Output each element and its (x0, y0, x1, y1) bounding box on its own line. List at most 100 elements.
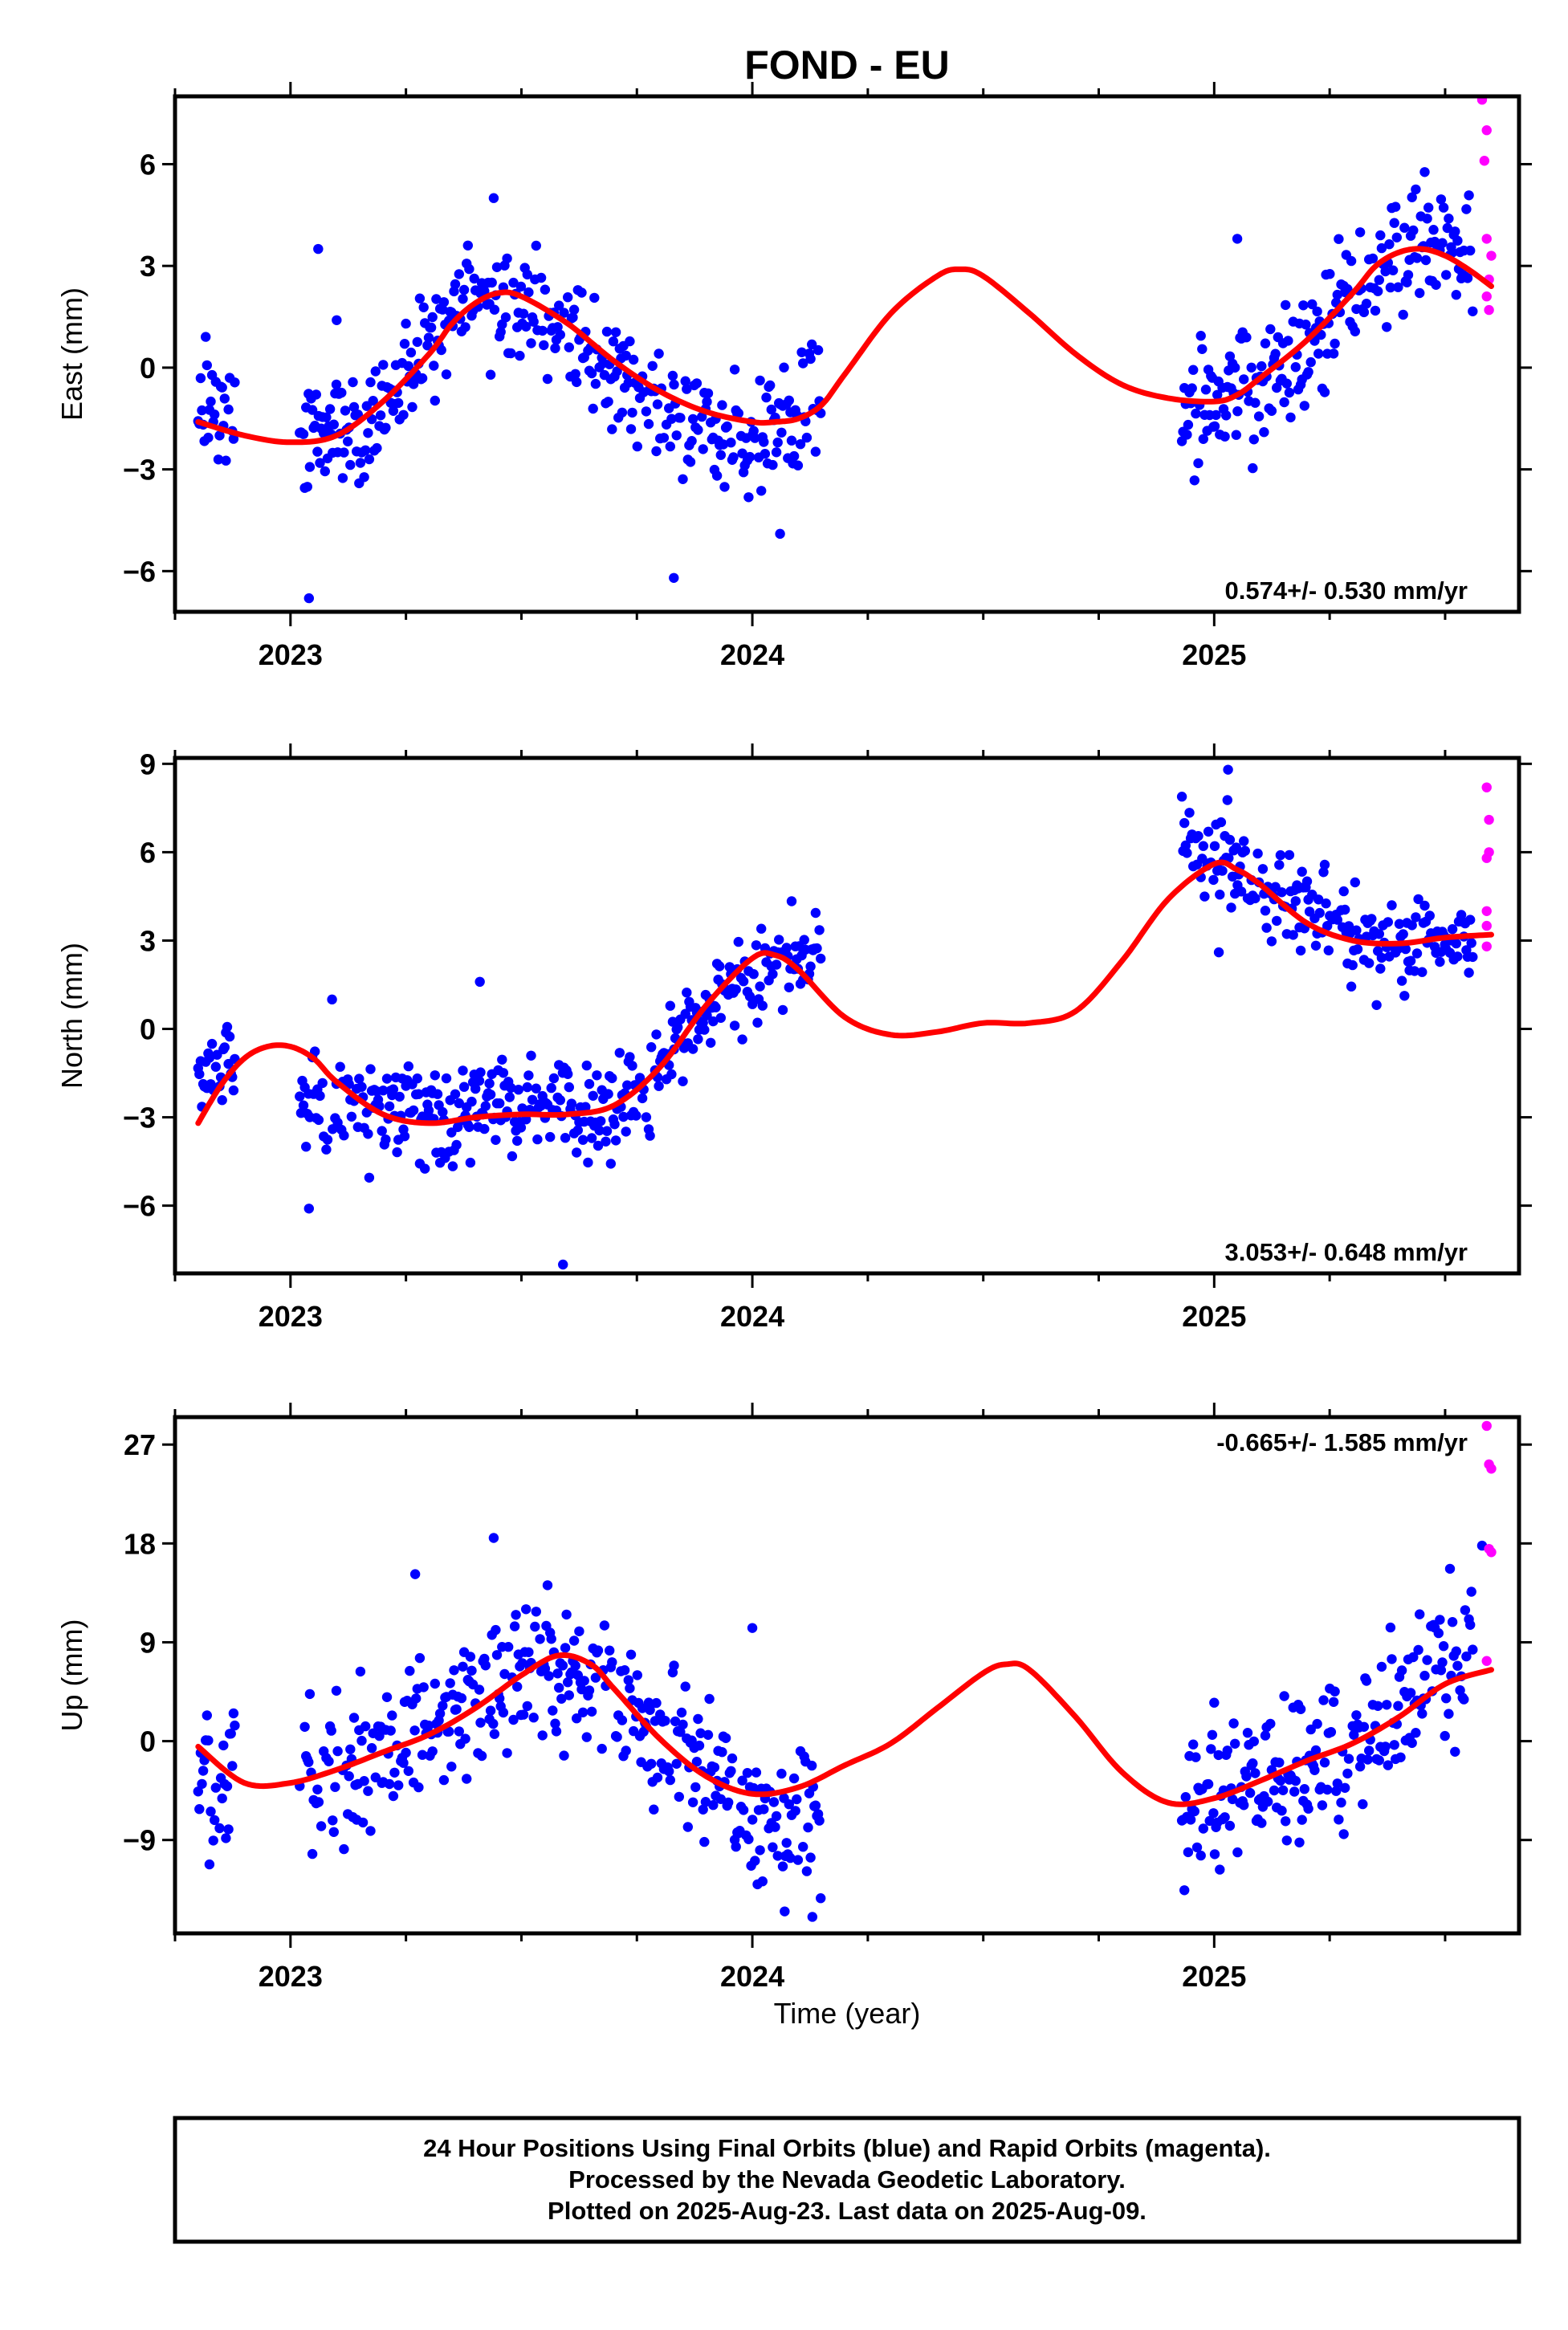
final-point (381, 1692, 393, 1702)
final-point (405, 1665, 415, 1676)
final-point (312, 446, 323, 457)
final-point (315, 458, 325, 468)
final-point (570, 369, 580, 379)
final-point (449, 1665, 459, 1676)
final-point (583, 1157, 593, 1168)
final-point (698, 444, 708, 454)
final-point (438, 297, 450, 308)
final-point (204, 1053, 215, 1063)
final-point (678, 474, 688, 484)
final-point (1358, 307, 1370, 318)
final-point (411, 1693, 422, 1704)
final-point (377, 1126, 387, 1136)
final-point (784, 982, 794, 993)
footer-line-2: Processed by the Nevada Geodetic Laborat… (568, 2165, 1126, 2194)
final-point (1346, 255, 1357, 267)
final-point (488, 1533, 499, 1543)
final-point (365, 1064, 376, 1074)
final-point (407, 401, 417, 413)
final-point (1468, 306, 1478, 316)
final-point (1328, 348, 1339, 359)
final-point (1464, 967, 1474, 978)
final-point (479, 1123, 490, 1134)
y-tick-label: 3 (140, 250, 156, 283)
final-point (733, 936, 743, 947)
final-point (1422, 1655, 1432, 1665)
final-point (1399, 991, 1410, 1001)
data-area (193, 764, 1494, 1270)
final-point (436, 344, 446, 356)
final-point (412, 1073, 422, 1084)
final-point (548, 1705, 558, 1716)
final-point (731, 1841, 741, 1852)
final-point (359, 472, 369, 483)
final-point (210, 409, 220, 420)
final-point (632, 441, 642, 452)
final-point (671, 430, 682, 441)
final-point (755, 375, 765, 386)
final-point (1191, 408, 1201, 419)
final-point (1452, 1660, 1463, 1671)
final-point (1257, 864, 1269, 874)
final-point (1358, 1798, 1368, 1810)
x-tick-label: 2025 (1182, 1300, 1246, 1333)
final-point (1216, 817, 1227, 828)
final-point (539, 340, 549, 351)
final-point (355, 1666, 366, 1677)
final-point (384, 1101, 395, 1112)
final-point (1450, 1746, 1460, 1757)
final-point (1409, 966, 1420, 976)
final-point (786, 435, 797, 446)
final-point (708, 1800, 719, 1811)
final-point (1352, 944, 1363, 955)
final-point (618, 1111, 629, 1122)
final-point (1342, 1768, 1353, 1779)
final-point (476, 1750, 487, 1762)
footer-line-1: 24 Hour Positions Using Final Orbits (bl… (423, 2134, 1271, 2162)
final-point (1383, 1760, 1394, 1770)
final-point (508, 277, 519, 288)
final-point (581, 1732, 592, 1742)
y-tick-label: 6 (140, 148, 156, 181)
final-point (807, 1760, 817, 1771)
final-point (535, 1634, 545, 1644)
final-point (1468, 1644, 1478, 1655)
final-point (1407, 920, 1417, 931)
final-point (798, 1842, 808, 1852)
final-point (1183, 1847, 1194, 1858)
final-point (228, 1708, 239, 1719)
final-point (1318, 1695, 1329, 1705)
final-point (641, 406, 652, 417)
final-point (1399, 222, 1410, 233)
final-point (1283, 336, 1293, 346)
y-tick-label: 18 (124, 1527, 156, 1560)
final-point (706, 1037, 716, 1049)
final-point (1415, 1609, 1425, 1619)
final-point (464, 1122, 474, 1133)
final-point (1405, 955, 1416, 966)
final-point (223, 404, 234, 415)
final-point (313, 243, 324, 255)
final-point (1393, 1701, 1403, 1711)
final-point (213, 454, 224, 465)
final-point (766, 404, 776, 415)
final-point (605, 1159, 616, 1169)
final-point (354, 1073, 365, 1084)
fit-curve (195, 859, 1494, 1126)
final-point (1370, 305, 1381, 316)
final-point (564, 1690, 574, 1701)
final-point (1408, 1652, 1419, 1663)
final-point (502, 1748, 512, 1758)
final-point (1382, 322, 1392, 332)
final-point (1279, 397, 1289, 408)
final-point (1250, 893, 1261, 904)
final-point (621, 1126, 631, 1137)
final-point (1244, 1787, 1256, 1798)
final-point (1198, 841, 1209, 851)
final-point (332, 315, 342, 325)
final-point (222, 1781, 233, 1791)
final-point (1209, 841, 1220, 852)
final-point (552, 322, 563, 332)
final-point (805, 961, 816, 972)
final-point (675, 413, 686, 423)
